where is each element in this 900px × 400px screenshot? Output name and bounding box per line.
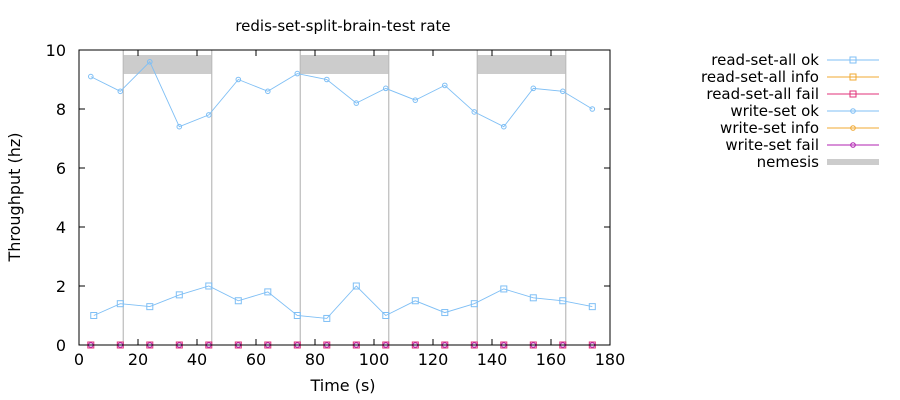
data-point (529, 294, 537, 302)
legend-item: nemesis (757, 153, 879, 171)
legend-marker (849, 56, 857, 64)
data-point (294, 70, 301, 77)
data-point (530, 85, 537, 92)
plot-area (87, 50, 596, 349)
nemesis-band-2 (477, 55, 566, 74)
x-axis-label: Time (s) (309, 376, 375, 395)
legend-label: read-set-all fail (706, 85, 819, 103)
series-read-set-all-ok (90, 282, 596, 322)
data-point (147, 59, 153, 65)
legend-marker (849, 73, 857, 81)
legend-label: read-set-all ok (711, 51, 819, 69)
x-tick-label: 160 (536, 350, 567, 369)
y-tick-label: 8 (56, 100, 66, 119)
legend-marker (849, 90, 857, 98)
data-point (471, 109, 478, 115)
nemesis-band-0 (123, 55, 212, 74)
data-point (353, 100, 360, 106)
x-tick-label: 80 (305, 350, 325, 369)
legend-item: write-set info (720, 119, 879, 137)
x-tick-label: 120 (418, 350, 449, 369)
legend-item: read-set-all ok (711, 51, 879, 69)
data-point (323, 314, 331, 322)
x-tick-label: 100 (359, 350, 390, 369)
legend-marker (850, 142, 856, 148)
x-tick-label: 0 (74, 350, 84, 369)
legend-swatch (827, 159, 879, 165)
data-point (352, 282, 360, 290)
data-point (324, 76, 330, 83)
data-point (206, 112, 212, 118)
data-point (442, 82, 448, 89)
data-point (470, 300, 478, 308)
data-point (501, 123, 507, 130)
series-write-set-ok (88, 59, 596, 130)
data-point (411, 297, 419, 305)
legend-label: read-set-all info (701, 68, 819, 86)
y-tick-label: 4 (56, 218, 66, 237)
data-point (235, 76, 242, 83)
plot-frame (78, 49, 611, 346)
data-point (176, 123, 183, 130)
y-tick-label: 0 (56, 336, 66, 355)
data-point (146, 303, 154, 311)
x-tick-label: 40 (187, 350, 207, 369)
x-tick-label: 60 (246, 350, 266, 369)
legend-label: write-set ok (730, 102, 819, 120)
data-point (589, 106, 596, 112)
data-point (383, 85, 389, 92)
data-point (293, 312, 301, 319)
legend-label: nemesis (757, 153, 820, 171)
data-point (559, 297, 567, 305)
data-point (382, 312, 390, 319)
data-point (412, 97, 419, 103)
data-point (88, 73, 94, 80)
axes: 0 20 40 60 80 100 120 140 160 180 0 2 4 6 8 10 (46, 41, 626, 369)
x-tick-label: 20 (128, 350, 148, 369)
series-line (93, 285, 593, 319)
legend-item: write-set ok (730, 102, 879, 120)
data-point (117, 88, 124, 95)
legend-marker (850, 108, 856, 114)
data-point (205, 282, 213, 290)
legend-label: write-set info (720, 119, 819, 137)
y-axis-label: Throughput (hz) (5, 132, 24, 262)
data-point (90, 312, 98, 319)
data-point (175, 291, 183, 299)
data-point (265, 88, 271, 95)
data-point (234, 297, 242, 305)
y-tick-label: 10 (46, 41, 66, 60)
series-line (90, 61, 593, 128)
legend-item: write-set fail (725, 136, 879, 154)
y-tick-label: 6 (56, 159, 66, 178)
data-point (264, 288, 272, 296)
legend-item: read-set-all fail (706, 85, 879, 103)
x-tick-label: 180 (595, 350, 626, 369)
data-point (500, 285, 508, 293)
data-point (588, 303, 596, 311)
legend-label: write-set fail (725, 136, 819, 154)
y-tick-label: 2 (56, 277, 66, 296)
data-point (116, 300, 124, 308)
data-point (560, 88, 566, 95)
data-point (441, 309, 449, 317)
x-tick-label: 140 (477, 350, 508, 369)
legend-marker (850, 125, 856, 131)
nemesis-band-1 (300, 55, 389, 74)
chart-title: redis-set-split-brain-test rate (235, 17, 450, 35)
legend-item: read-set-all info (701, 68, 879, 86)
